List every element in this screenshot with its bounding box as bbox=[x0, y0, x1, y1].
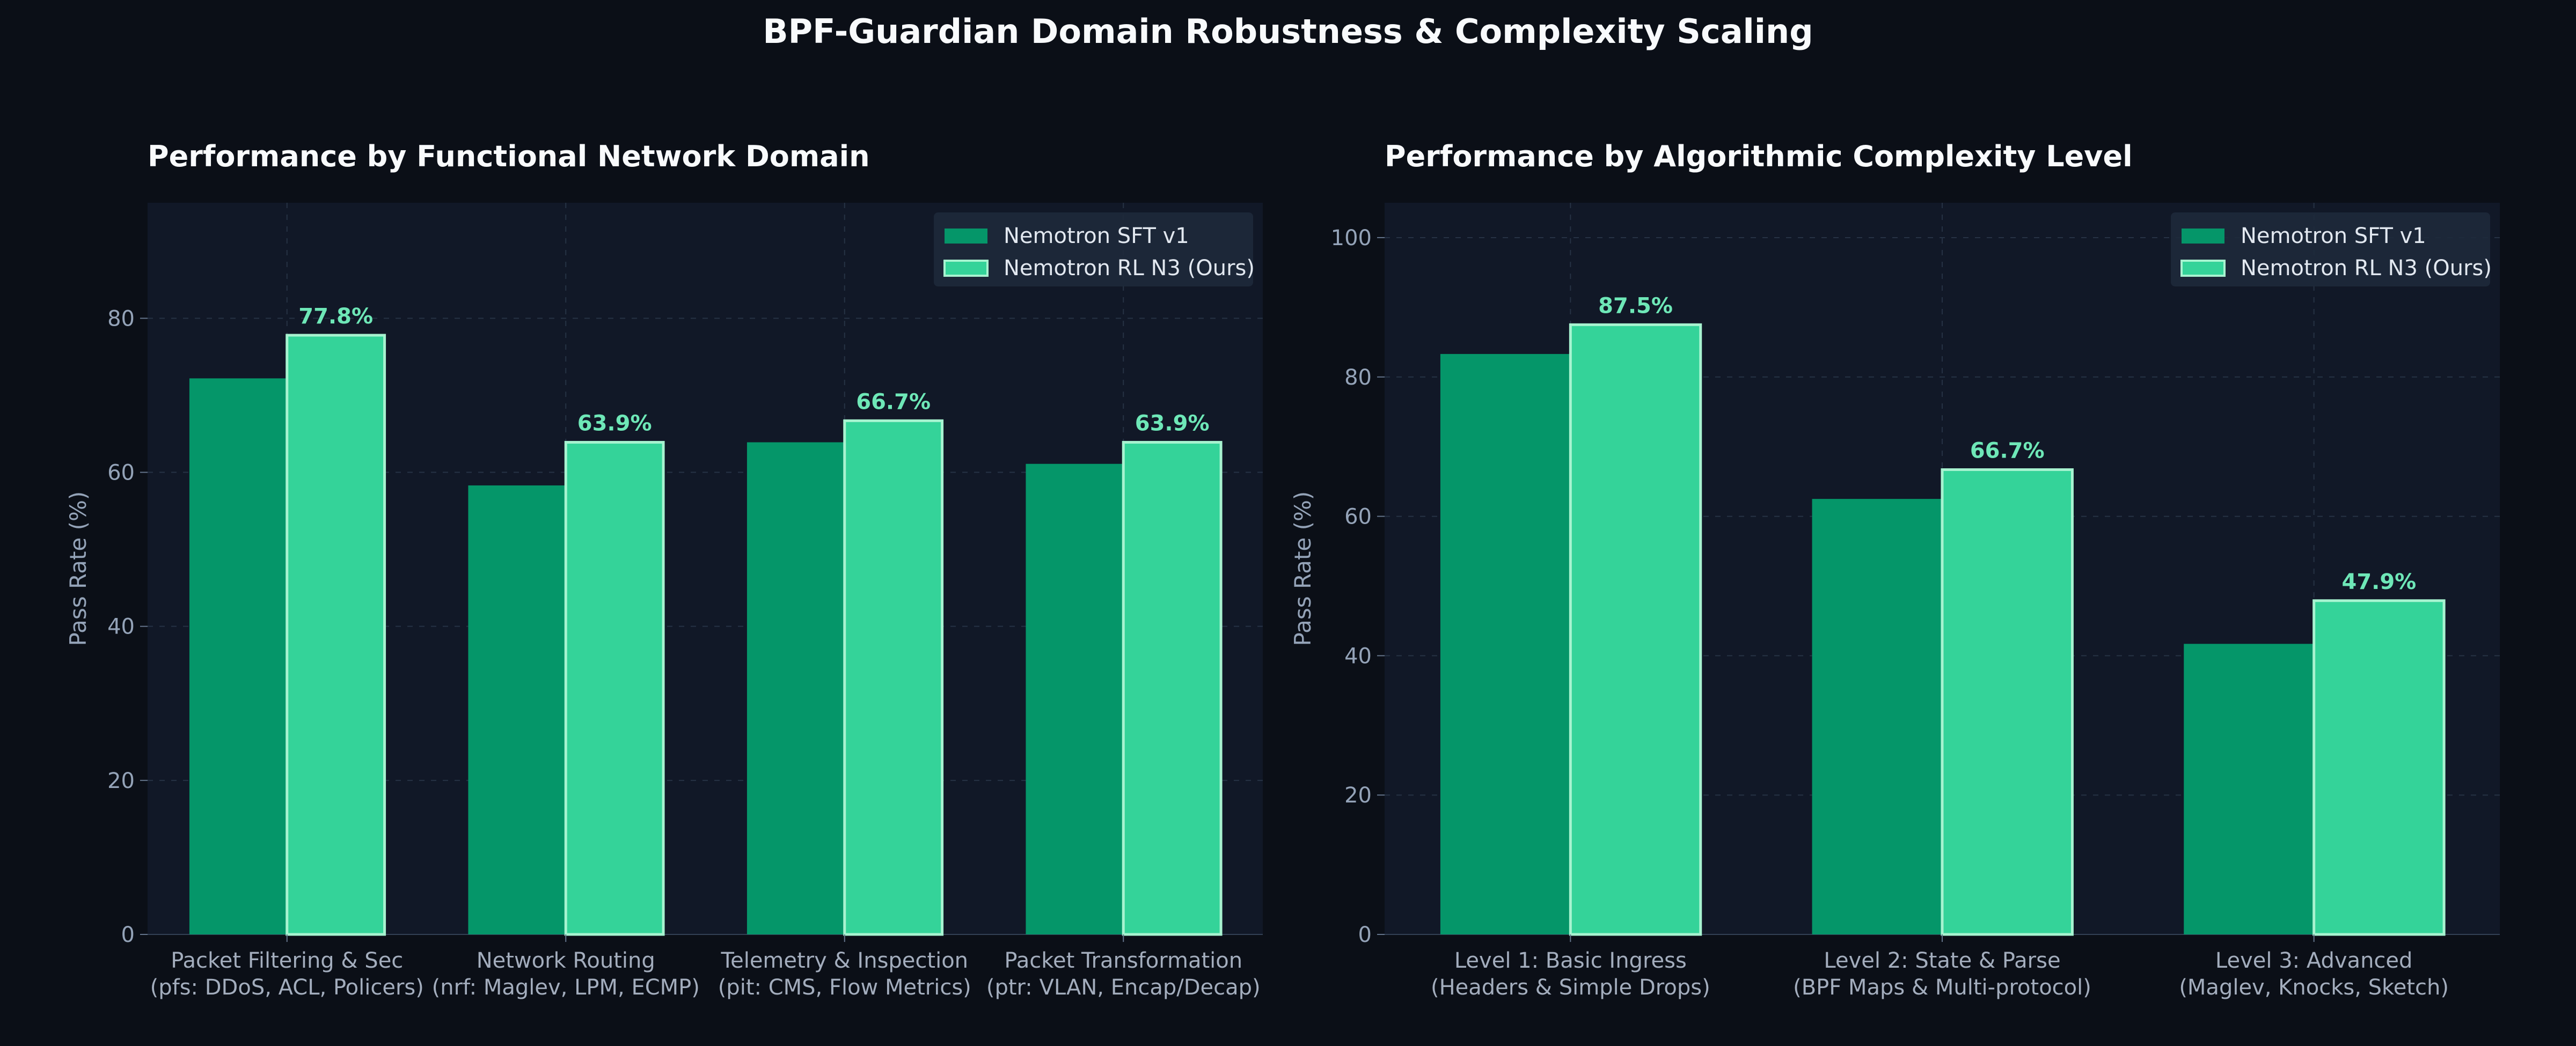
legend-swatch-sft bbox=[2182, 229, 2224, 244]
legend-box bbox=[2171, 212, 2490, 286]
bar-sft bbox=[1812, 499, 1942, 934]
legend-swatch-rl bbox=[2180, 260, 2226, 277]
legend: Nemotron SFT v1 Nemotron RL N3 (Ours) bbox=[2171, 212, 2492, 286]
bar-value-label: 66.7% bbox=[1970, 439, 2045, 463]
x-tick-label-sub: (Maglev, Knocks, Sketch) bbox=[2179, 975, 2449, 1000]
bar-rl bbox=[564, 441, 665, 936]
bar-rl bbox=[286, 334, 386, 936]
bar-sft bbox=[2184, 644, 2314, 934]
bar-sft bbox=[468, 485, 566, 934]
y-tick-label: 40 bbox=[1344, 644, 1372, 668]
legend: Nemotron SFT v1 Nemotron RL N3 (Ours) bbox=[934, 212, 1255, 286]
chart-panel-1: 0 20 40 60 80 Performance by Functional Netwo… bbox=[65, 139, 1263, 1000]
bar-sft bbox=[1440, 353, 1571, 934]
y-tick-label: 0 bbox=[1358, 923, 1372, 947]
legend-box bbox=[934, 212, 1253, 286]
bar-value-label: 63.9% bbox=[1135, 411, 1210, 436]
bar-rl bbox=[843, 419, 944, 936]
bar-sft bbox=[747, 442, 845, 934]
y-tick-label: 40 bbox=[107, 615, 135, 639]
legend-swatch-rl bbox=[943, 260, 989, 277]
legend-label-rl: Nemotron RL N3 (Ours) bbox=[2241, 256, 2492, 281]
bar-rl bbox=[1569, 323, 1702, 936]
y-tick-label: 80 bbox=[107, 306, 135, 331]
bar-value-label: 47.9% bbox=[2341, 570, 2416, 594]
figure-title: BPF-Guardian Domain Robustness & Complex… bbox=[763, 12, 1813, 51]
x-tick-label-sub: (pit: CMS, Flow Metrics) bbox=[718, 975, 971, 1000]
x-tick-label: Packet Transformation bbox=[1004, 948, 1242, 973]
bar-rl bbox=[2312, 599, 2446, 936]
x-tick-label: Packet Filtering & Sec bbox=[171, 948, 403, 973]
legend-label-sft: Nemotron SFT v1 bbox=[2241, 224, 2426, 248]
y-tick-label: 20 bbox=[1344, 783, 1372, 808]
x-tick-label: Network Routing bbox=[477, 948, 655, 973]
x-tick-label: Level 3: Advanced bbox=[2215, 948, 2413, 973]
x-tick-label-sub: (ptr: VLAN, Encap/Decap) bbox=[986, 975, 1261, 1000]
legend-label-sft: Nemotron SFT v1 bbox=[1004, 224, 1189, 248]
bar-value-label: 87.5% bbox=[1598, 293, 1673, 318]
x-tick-label: Telemetry & Inspection bbox=[720, 948, 968, 973]
chart-title: Performance by Functional Network Domain bbox=[148, 139, 870, 173]
x-tick-label: Level 1: Basic Ingress bbox=[1454, 948, 1687, 973]
y-tick-label: 80 bbox=[1344, 365, 1372, 390]
bar-value-label: 63.9% bbox=[577, 411, 652, 436]
y-axis-label: Pass Rate (%) bbox=[65, 491, 91, 646]
x-tick-label-sub: (BPF Maps & Multi-protocol) bbox=[1793, 975, 2091, 1000]
bar-value-label: 77.8% bbox=[298, 304, 373, 329]
legend-label-rl: Nemotron RL N3 (Ours) bbox=[1004, 256, 1255, 281]
y-tick-label: 0 bbox=[121, 923, 135, 947]
x-tick-label-sub: (Headers & Simple Drops) bbox=[1431, 975, 1710, 1000]
x-tick-label: Level 2: State & Parse bbox=[1824, 948, 2060, 973]
bar-value-label: 66.7% bbox=[856, 389, 931, 414]
y-tick-label: 60 bbox=[1344, 505, 1372, 529]
y-tick-label: 100 bbox=[1331, 226, 1372, 251]
x-tick-label-sub: (pfs: DDoS, ACL, Policers) bbox=[150, 975, 424, 1000]
x-tick-label-sub: (nrf: Maglev, LPM, ECMP) bbox=[432, 975, 700, 1000]
y-axis-label: Pass Rate (%) bbox=[1290, 491, 1316, 646]
chart-title: Performance by Algorithmic Complexity Le… bbox=[1385, 139, 2133, 173]
legend-swatch-sft bbox=[945, 229, 987, 244]
bar-rl bbox=[1941, 468, 2074, 936]
chart-panel-2: 0 20 40 60 80 100 Performance by Algorithmic C… bbox=[1290, 139, 2500, 1000]
bar-sft bbox=[1026, 463, 1124, 934]
y-tick-label: 20 bbox=[107, 769, 135, 793]
bar-sft bbox=[189, 378, 287, 934]
bar-rl bbox=[1122, 441, 1223, 936]
y-tick-label: 60 bbox=[107, 461, 135, 485]
